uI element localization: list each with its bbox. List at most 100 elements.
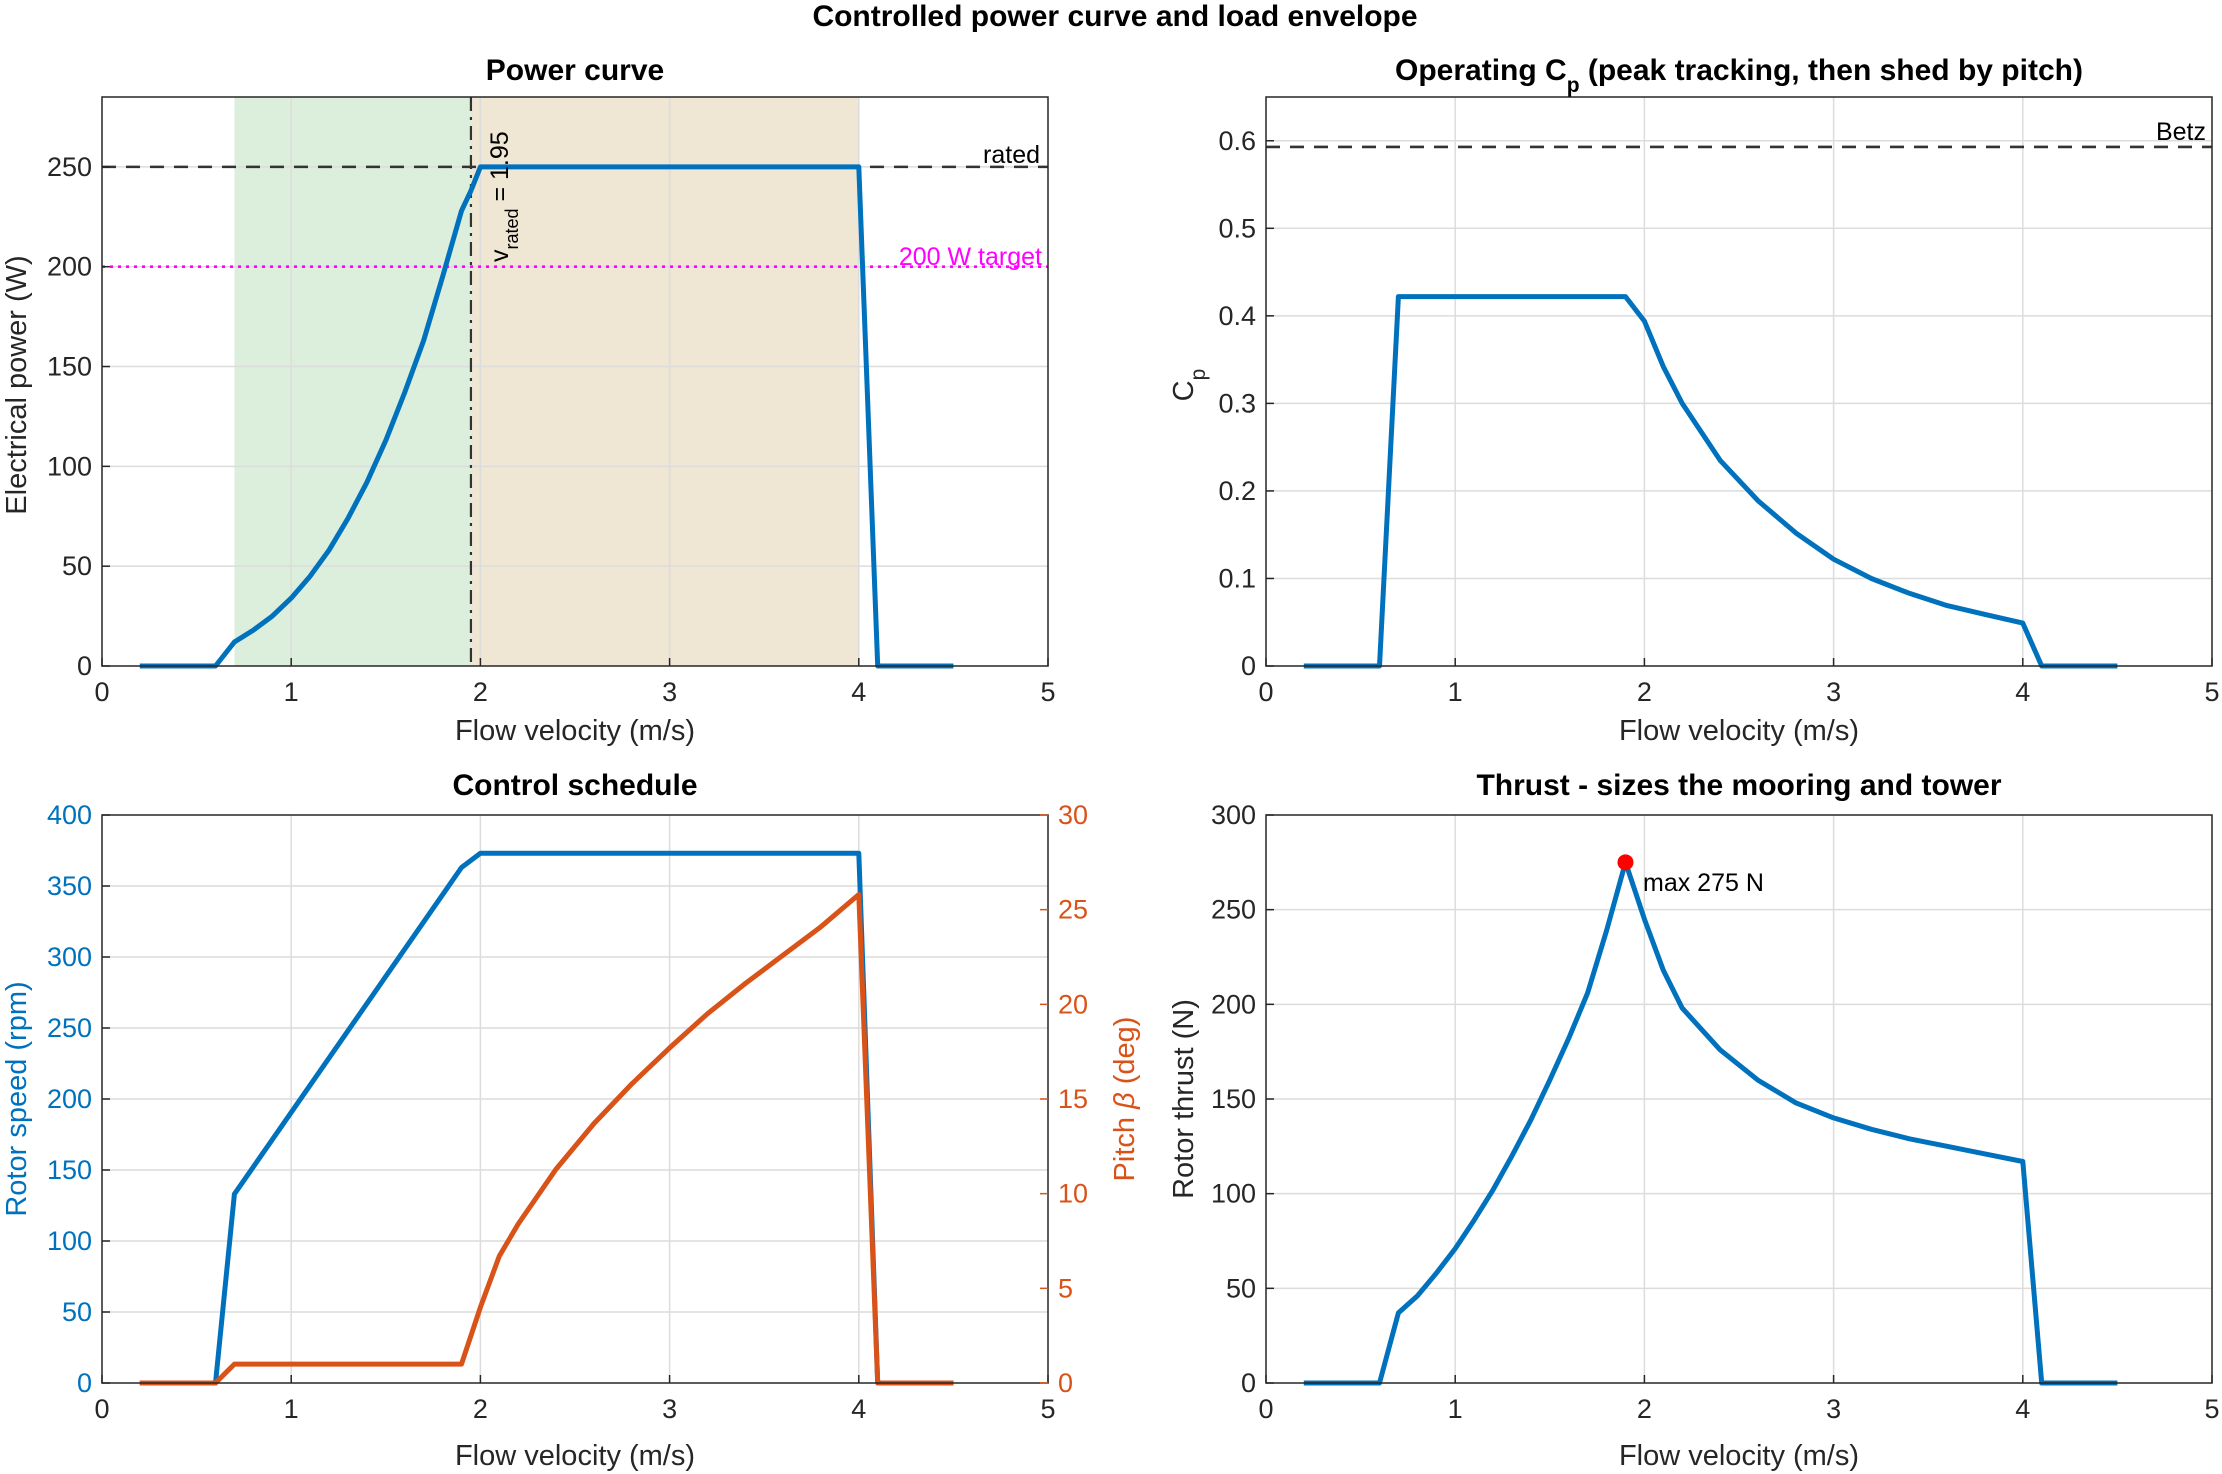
cp-tick-labels: 0 1 2 3 4 5 0 0.1 0.2 0.3 0.4 0.5 0.6	[1218, 126, 2219, 707]
thrust-series-line-0	[1303, 859, 2118, 1386]
power-series	[139, 164, 954, 669]
thrust-series	[1303, 854, 2118, 1386]
x-tick-label: 3	[662, 677, 677, 707]
x-tick-label: 0	[1258, 1394, 1273, 1424]
power-axes-frame	[101, 96, 1049, 667]
x-tick-label: 2	[473, 1394, 488, 1424]
y-right-tick-label: 20	[1058, 989, 1088, 1019]
target-label: 200 W target	[899, 243, 1042, 271]
y-right-tick-label: 25	[1058, 895, 1088, 925]
pitch-ylabel: Pitch β (deg)	[1109, 1017, 1141, 1182]
cp-series-line-0	[1303, 294, 2118, 669]
x-tick-label: 5	[2204, 1394, 2219, 1424]
control-series-line-0	[139, 850, 954, 1386]
max-thrust-label: max 275 N	[1643, 869, 1764, 897]
x-tick-label: 1	[284, 677, 299, 707]
cp-title: Operating Cp (peak tracking, then shed b…	[1395, 54, 2083, 97]
control-series	[139, 850, 954, 1386]
x-tick-label: 1	[1448, 677, 1463, 707]
x-tick-label: 5	[2204, 677, 2219, 707]
x-tick-label: 2	[1637, 677, 1652, 707]
x-tick-label: 2	[1637, 1394, 1652, 1424]
y-tick-label: 100	[47, 1226, 92, 1256]
y-tick-label: 250	[47, 152, 92, 182]
y-tick-label: 0	[1241, 651, 1256, 681]
cp-axes-frame	[1265, 96, 2213, 667]
y-right-tick-label: 10	[1058, 1179, 1088, 1209]
y-tick-label: 0.4	[1218, 301, 1256, 331]
y-right-tick-label: 30	[1058, 800, 1088, 830]
y-tick-label: 0.5	[1218, 213, 1256, 243]
x-tick-label: 5	[1040, 677, 1055, 707]
operating-region-bands	[234, 97, 859, 666]
y-tick-label: 300	[47, 942, 92, 972]
y-tick-label: 100	[1211, 1179, 1256, 1209]
y-tick-label: 250	[1211, 895, 1256, 925]
power-title: Power curve	[486, 54, 664, 87]
x-tick-label: 0	[94, 1394, 109, 1424]
y-tick-label: 150	[47, 1155, 92, 1185]
y-right-tick-label: 0	[1058, 1368, 1073, 1398]
y-tick-label: 150	[47, 352, 92, 382]
y-tick-label: 0.6	[1218, 126, 1256, 156]
x-tick-label: 1	[1448, 1394, 1463, 1424]
thrust-ylabel: Rotor thrust (N)	[1168, 999, 1200, 1199]
x-tick-label: 1	[284, 1394, 299, 1424]
cp-ylabel: Cp	[1168, 369, 1210, 402]
band-0	[234, 97, 471, 666]
y-right-tick-label: 5	[1058, 1273, 1073, 1303]
y-tick-label: 200	[47, 1084, 92, 1114]
x-tick-label: 3	[1826, 1394, 1841, 1424]
rated-label: rated	[983, 141, 1040, 169]
x-tick-label: 4	[851, 677, 866, 707]
y-tick-label: 50	[62, 551, 92, 581]
x-tick-label: 4	[2015, 1394, 2030, 1424]
y-tick-label: 0	[1241, 1368, 1256, 1398]
betz-label: Betz	[2156, 118, 2206, 146]
cp-xlabel: Flow velocity (m/s)	[1619, 715, 1859, 747]
y-tick-label: 200	[1211, 989, 1256, 1019]
cp-grid	[1266, 97, 2212, 666]
x-tick-label: 2	[473, 677, 488, 707]
power-ylabel: Electrical power (W)	[1, 255, 33, 514]
y-tick-label: 150	[1211, 1084, 1256, 1114]
power-series-line-0	[139, 164, 954, 669]
control-title: Control schedule	[452, 769, 697, 802]
y-tick-label: 0	[77, 1368, 92, 1398]
thrust-grid	[1266, 815, 2212, 1383]
control-series-line-1	[139, 892, 954, 1386]
control-xlabel: Flow velocity (m/s)	[455, 1440, 695, 1472]
y-tick-label: 400	[47, 800, 92, 830]
x-tick-label: 3	[662, 1394, 677, 1424]
y-tick-label: 50	[1226, 1273, 1256, 1303]
x-tick-label: 0	[1258, 677, 1273, 707]
thrust-xlabel: Flow velocity (m/s)	[1619, 1440, 1859, 1472]
cp-series	[1303, 294, 2118, 669]
y-tick-label: 100	[47, 451, 92, 481]
y-tick-label: 300	[1211, 800, 1256, 830]
x-tick-label: 5	[1040, 1394, 1055, 1424]
x-tick-label: 0	[94, 677, 109, 707]
y-tick-label: 0	[77, 651, 92, 681]
y-tick-label: 0.3	[1218, 388, 1256, 418]
y-tick-label: 50	[62, 1297, 92, 1327]
y-tick-label: 250	[47, 1013, 92, 1043]
thrust-title: Thrust - sizes the mooring and tower	[1476, 769, 2001, 802]
y-tick-label: 200	[47, 252, 92, 282]
band-1	[470, 97, 859, 666]
v-rated-label: vrated = 1.95	[486, 131, 522, 262]
x-tick-label: 4	[851, 1394, 866, 1424]
control-tick-labels: 0 1 2 3 4 50501001502002503003504000510152025…	[47, 800, 1088, 1424]
cp-panel: 0 1 2 3 4 5 0 0.1 0.2 0.3 0.4 0.5 0.6 Operating Cp (…	[1168, 54, 2220, 747]
rotor-speed-ylabel: Rotor speed (rpm)	[1, 981, 33, 1216]
x-tick-label: 3	[1826, 677, 1841, 707]
y-tick-label: 0.2	[1218, 476, 1256, 506]
y-right-tick-label: 15	[1058, 1084, 1088, 1114]
y-tick-label: 0.1	[1218, 563, 1256, 593]
max-thrust-marker	[1617, 854, 1634, 871]
